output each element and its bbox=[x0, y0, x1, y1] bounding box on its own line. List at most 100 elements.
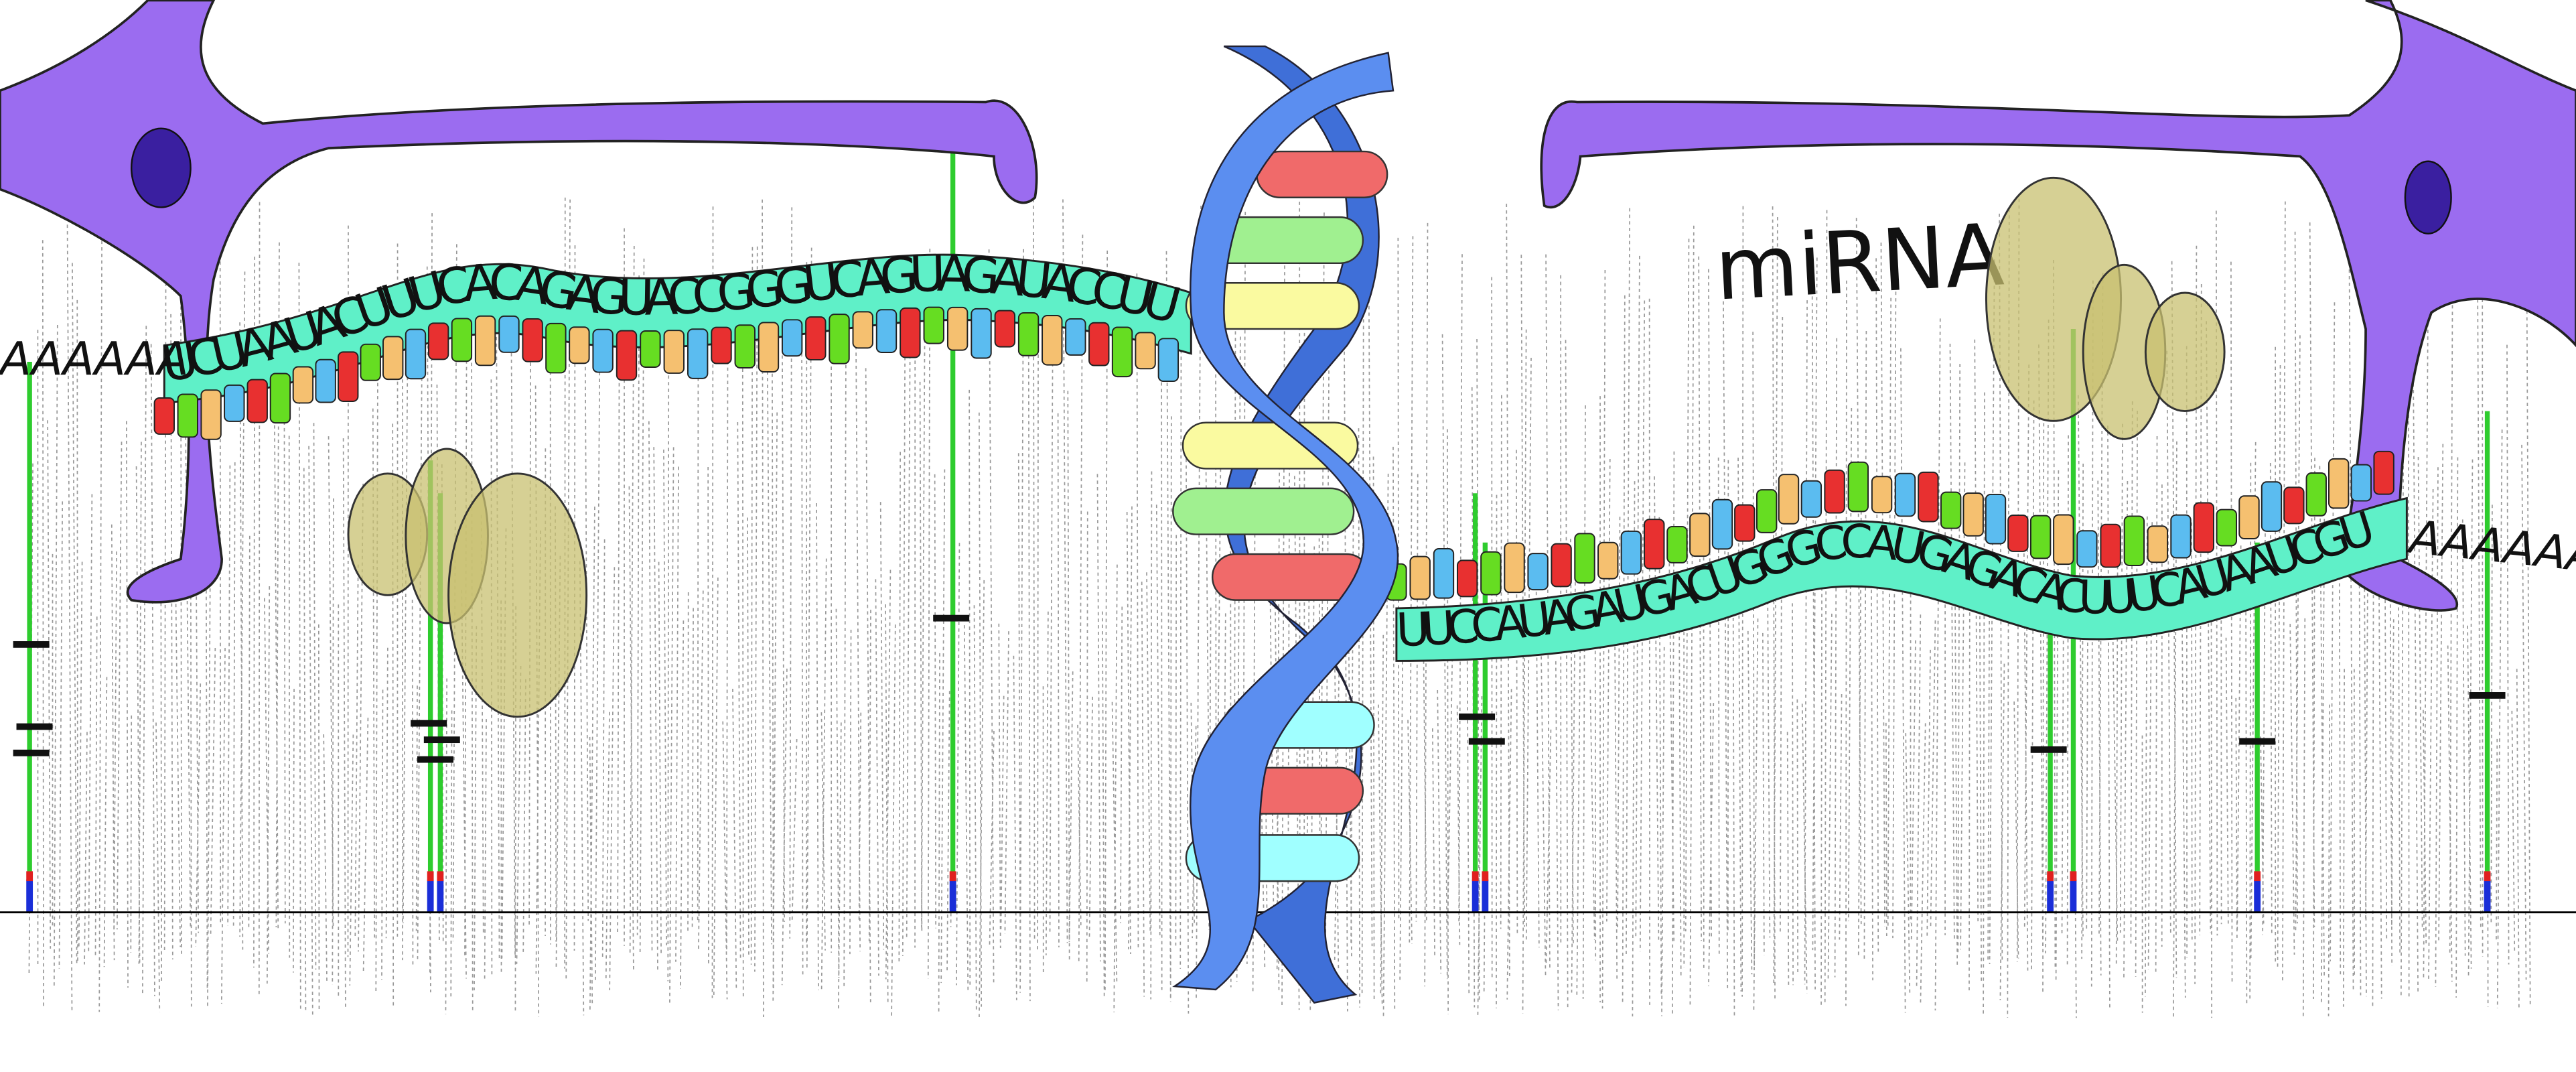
nucleotide bbox=[1985, 493, 2007, 545]
marker-base bbox=[2254, 879, 2261, 913]
nucleotide bbox=[1574, 533, 1595, 584]
dotted-line bbox=[2130, 401, 2133, 946]
dotted-line bbox=[1179, 291, 1182, 969]
dotted-line bbox=[589, 507, 595, 1011]
dotted-line bbox=[1796, 699, 1799, 974]
nucleotide bbox=[946, 306, 969, 351]
dotted-line bbox=[445, 678, 448, 1014]
nucleotide bbox=[1940, 491, 1962, 529]
dotted-line bbox=[979, 580, 985, 1018]
dotted-line bbox=[906, 329, 911, 937]
dotted-line bbox=[781, 269, 786, 922]
nucleotide bbox=[2007, 514, 2029, 552]
dotted-line bbox=[2328, 704, 2330, 1016]
dotted-line bbox=[1013, 655, 1017, 1000]
nucleotide bbox=[1644, 519, 1665, 570]
dotted-line bbox=[1399, 615, 1404, 984]
dotted-line bbox=[1161, 356, 1163, 990]
dotted-line bbox=[53, 324, 58, 987]
dotted-line bbox=[313, 423, 317, 970]
marker-tip bbox=[949, 871, 956, 882]
dotted-line bbox=[938, 653, 940, 1015]
nucleotide bbox=[224, 384, 245, 422]
dotted-line bbox=[1926, 649, 1931, 939]
dotted-line bbox=[1120, 606, 1123, 923]
base-pair bbox=[1256, 150, 1388, 198]
dotted-line bbox=[1208, 607, 1212, 931]
dotted-line bbox=[2135, 411, 2138, 977]
nucleotide bbox=[592, 328, 614, 373]
dotted-line bbox=[1281, 252, 1285, 1007]
helix-front bbox=[1172, 52, 1399, 991]
dotted-line bbox=[605, 712, 610, 980]
rungs bbox=[1172, 150, 1388, 882]
nucleotide bbox=[1551, 543, 1572, 588]
dotted-line bbox=[946, 691, 950, 974]
dotted-line bbox=[1077, 724, 1082, 929]
dotted-line bbox=[1045, 611, 1049, 955]
dotted-line bbox=[791, 738, 798, 923]
nucleotide bbox=[338, 351, 359, 402]
dotted-line bbox=[2496, 738, 2498, 943]
dotted-line bbox=[1752, 332, 1756, 966]
nucleotide bbox=[2029, 515, 2052, 559]
tick-dash bbox=[13, 641, 50, 648]
dotted-line bbox=[1067, 391, 1070, 961]
dotted-line bbox=[2526, 265, 2531, 1006]
nucleotide bbox=[2216, 509, 2237, 547]
dotted-line bbox=[1589, 689, 1595, 941]
nucleotide bbox=[360, 343, 381, 381]
dotted-line bbox=[1415, 474, 1419, 922]
dotted-line bbox=[342, 438, 346, 1008]
marker-base bbox=[427, 879, 434, 913]
dotted-line bbox=[349, 734, 354, 986]
dotted-line bbox=[1397, 237, 1400, 921]
dotted-line bbox=[940, 469, 946, 984]
dotted-line bbox=[2309, 222, 2315, 927]
dotted-line bbox=[2423, 283, 2429, 980]
dotted-line bbox=[1804, 300, 1808, 985]
dotted-line bbox=[1834, 338, 1838, 978]
dotted-line bbox=[969, 389, 971, 986]
dotted-line bbox=[283, 362, 286, 924]
dotted-line bbox=[1506, 689, 1512, 1000]
dotted-line bbox=[1516, 450, 1518, 936]
nucleotide bbox=[900, 307, 921, 358]
marker-base bbox=[1482, 879, 1489, 913]
dotted-line bbox=[1146, 572, 1151, 934]
dotted-line bbox=[1431, 728, 1435, 957]
marker-tip bbox=[427, 871, 434, 882]
dotted-line bbox=[47, 420, 52, 949]
dotted-line bbox=[1136, 273, 1139, 950]
neuron-left bbox=[0, 0, 1038, 604]
dotted-line bbox=[601, 539, 605, 957]
dotted-line bbox=[2511, 710, 2516, 951]
nucleotides bbox=[153, 306, 2394, 601]
dotted-line bbox=[1000, 695, 1005, 931]
nucleotide bbox=[246, 379, 268, 423]
nucleotide bbox=[829, 314, 850, 364]
dotted-line bbox=[2313, 458, 2315, 999]
dotted-line bbox=[2112, 622, 2119, 941]
dotted-line bbox=[713, 577, 719, 996]
dotted-line bbox=[956, 543, 960, 986]
nucleotide bbox=[1065, 318, 1086, 356]
dotted-line bbox=[1111, 701, 1118, 984]
dotted-line bbox=[1175, 535, 1177, 946]
dotted-line bbox=[1954, 580, 1958, 965]
dotted-line bbox=[1820, 528, 1823, 1007]
dotted-line bbox=[239, 271, 246, 937]
dotted-line bbox=[691, 608, 694, 927]
complex bbox=[2144, 291, 2226, 413]
dotted-line bbox=[698, 590, 704, 953]
dotted-line bbox=[628, 486, 634, 973]
nucleotide bbox=[805, 316, 827, 360]
tick-dash bbox=[423, 736, 460, 744]
nucleotide bbox=[1894, 472, 1916, 517]
dotted-line bbox=[1037, 262, 1040, 951]
dotted-line bbox=[858, 712, 862, 921]
dotted-line bbox=[816, 503, 819, 990]
dotted-line bbox=[303, 468, 307, 1010]
dotted-line bbox=[806, 247, 812, 969]
complexes bbox=[347, 176, 2226, 718]
